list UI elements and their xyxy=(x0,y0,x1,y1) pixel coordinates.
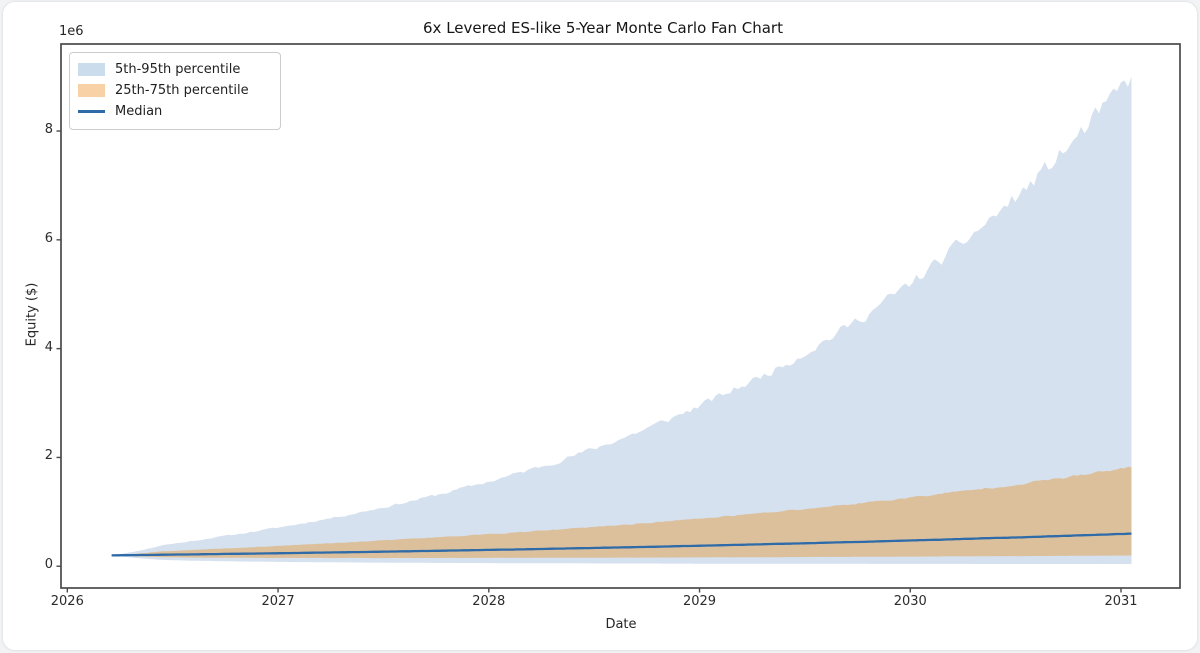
y-tick-label: 6 xyxy=(44,230,53,246)
y-axis-label: Equity ($) xyxy=(24,282,40,347)
x-axis-label: Date xyxy=(605,617,637,632)
legend-item-median: Median xyxy=(78,101,272,122)
x-tick-label: 2026 xyxy=(50,594,84,609)
x-tick-label: 2029 xyxy=(682,594,717,609)
legend-item-label: Median xyxy=(115,104,163,119)
legend-item-outer-band: 5th-95th percentile xyxy=(78,59,272,80)
y-tick-label: 0 xyxy=(44,557,53,573)
x-tick-label: 2027 xyxy=(261,594,295,609)
outer-percentile-band xyxy=(111,76,1132,565)
x-tick-label: 2031 xyxy=(1104,594,1138,609)
y-tick-label: 8 xyxy=(44,122,53,138)
legend-item-inner-band: 25th-75th percentile xyxy=(78,80,272,101)
legend-item-label: 25th-75th percentile xyxy=(115,83,249,98)
legend-item-label: 5th-95th percentile xyxy=(115,62,241,77)
axes-spines xyxy=(60,43,1181,589)
median-line-swatch-icon xyxy=(78,110,105,113)
y-axis-offset-text: 1e6 xyxy=(59,24,84,39)
plot-area xyxy=(56,43,1181,593)
inner-band-swatch-icon xyxy=(78,84,105,97)
x-tick-label: 2028 xyxy=(472,594,506,609)
median-line xyxy=(111,532,1132,557)
outer-band-swatch-icon xyxy=(78,63,105,76)
x-tick-label: 2030 xyxy=(893,594,927,609)
legend: 5th-95th percentile 25th-75th percentile… xyxy=(69,52,281,130)
y-tick-label: 2 xyxy=(44,448,53,464)
y-tick-label: 4 xyxy=(44,339,53,355)
inner-percentile-band xyxy=(111,466,1132,559)
chart-title: 6x Levered ES-like 5-Year Monte Carlo Fa… xyxy=(423,19,783,37)
